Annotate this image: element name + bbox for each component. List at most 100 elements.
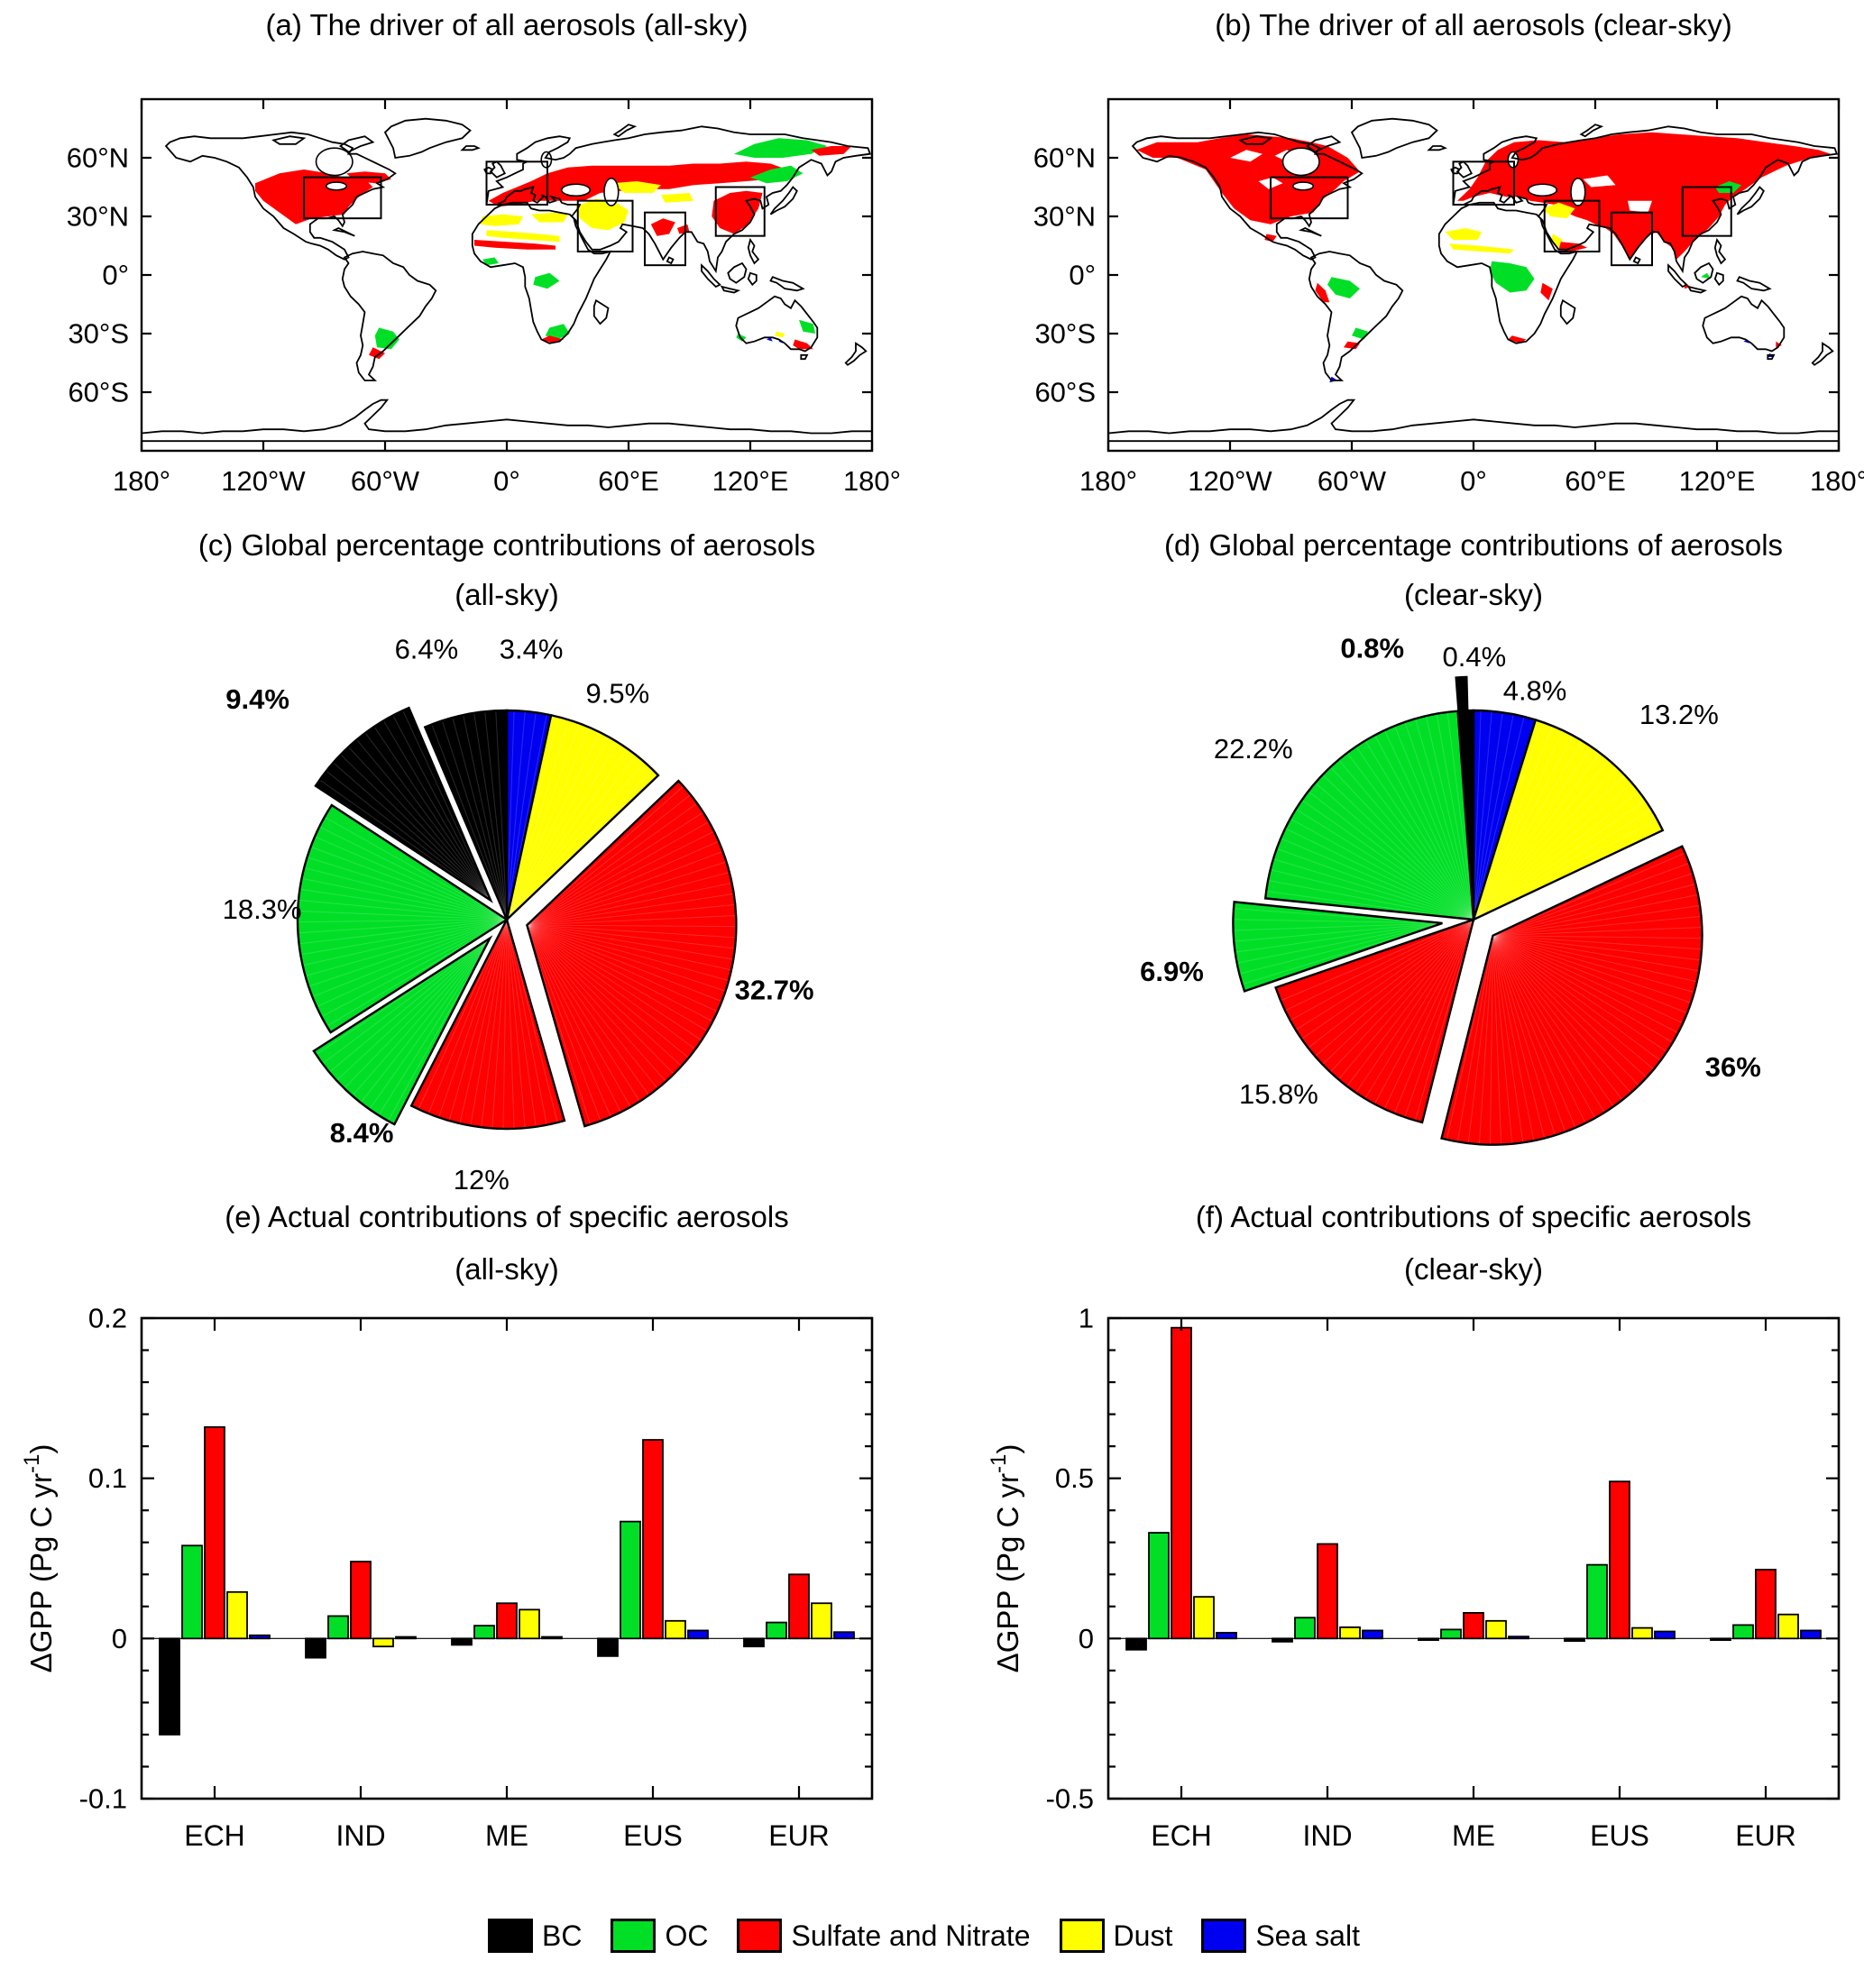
bar-EUS-dust: [1631, 1626, 1653, 1640]
map-canvas: [142, 117, 872, 443]
map-x-tick-label: 120°W: [1188, 465, 1272, 497]
pie-label: 32.7%: [735, 974, 814, 1005]
bar-IND-oc: [1294, 1617, 1316, 1640]
coastline: [485, 125, 872, 274]
bar-EUR-dust: [1777, 1613, 1799, 1640]
bar-EUS-sn: [642, 1439, 664, 1640]
panel-d-title: (d) Global percentage contributions of a…: [1163, 528, 1784, 562]
coastline: [592, 298, 610, 325]
panel-f-title: (f) Actual contributions of specific aer…: [1195, 1200, 1752, 1233]
map-x-tick-label: 60°W: [1318, 465, 1387, 497]
bar-x-category-label: ECH: [1151, 1819, 1212, 1852]
pie-slice-oc: [296, 803, 510, 1034]
region-box-ECH: [1681, 186, 1732, 237]
region-box-EUR: [485, 160, 548, 206]
coastline: [460, 145, 481, 151]
coastline: [383, 117, 472, 160]
bar-EUS-sea: [1654, 1630, 1676, 1640]
panel-f-subtitle: (clear-sky): [1404, 1252, 1543, 1286]
coastline: [1694, 261, 1714, 284]
coastline: [1736, 276, 1772, 292]
pie-slice-sn: [526, 779, 738, 1128]
map-overlay-white: [1230, 150, 1263, 162]
bar-y-tick-label: 0: [1079, 1623, 1094, 1654]
bar-ME-sn: [496, 1602, 518, 1640]
coastline: [1298, 226, 1322, 237]
map-overlay-oc: [1490, 261, 1535, 293]
map-x-tick-label: 180°: [1079, 465, 1137, 497]
bar-ME-dust: [519, 1608, 540, 1640]
bar-EUS-bc: [1564, 1637, 1585, 1643]
legend-label: OC: [665, 1919, 709, 1952]
bar-ME-oc: [1440, 1628, 1462, 1640]
coastline: [271, 135, 307, 145]
bar-y-axis-label: ΔGPP (Pg C yr-1): [987, 1444, 1024, 1673]
pie-slice-dust: [505, 713, 660, 923]
bar-EUR-sn: [788, 1573, 810, 1640]
pie-label: 9.5%: [585, 678, 649, 710]
coastline: [1686, 285, 1708, 294]
bar-y-tick-label: 0.1: [88, 1462, 127, 1494]
coastline: [612, 124, 638, 138]
map-overlay-dust: [1542, 202, 1575, 219]
region-box-ME: [1543, 199, 1601, 253]
bar-EUS-oc: [620, 1520, 641, 1640]
map-overlay-sn: [1315, 282, 1330, 303]
region-box-IND: [644, 211, 686, 267]
bar-ECH-sea: [1216, 1632, 1237, 1640]
map-overlay-white: [1628, 200, 1652, 213]
map-y-tick-label: 0°: [102, 260, 129, 291]
bar-EUR-sn: [1755, 1569, 1777, 1640]
map-overlay-oc: [734, 138, 828, 158]
bar-EUR-bc: [1710, 1637, 1731, 1642]
panel-b-title: (b) The driver of all aerosols (clear-sk…: [1215, 8, 1732, 41]
bar-ECH-sea: [249, 1634, 271, 1640]
map-all-sky: 180° 120°W 60°W 0° 60°E 120°E 180° 60°N 30°N 0° 30…: [67, 97, 901, 497]
map-x-tick-label: 60°W: [351, 465, 420, 497]
bar-x-category-label: EUS: [1590, 1819, 1649, 1852]
coastline: [701, 263, 721, 289]
map-overlay-dust: [612, 181, 661, 193]
map-overlay-oc: [545, 324, 570, 340]
pie-slice-oc: [1232, 901, 1443, 993]
bar-ECH-bc: [159, 1637, 180, 1736]
bar-IND-sn: [350, 1561, 372, 1640]
legend-label: Sulfate and Nitrate: [791, 1919, 1031, 1952]
bar-ME-dust: [1485, 1619, 1507, 1640]
map-overlay-sn: [1264, 234, 1277, 243]
coastline: [769, 186, 798, 215]
bar-x-category-label: ME: [1452, 1819, 1495, 1852]
pie-slice-oc: [1263, 710, 1475, 921]
panel-c-title: (c) Global percentage contributions of a…: [197, 528, 816, 562]
pie-label: 0.8%: [1340, 633, 1404, 664]
map-y-tick-label: 60°S: [1034, 377, 1096, 408]
bar-x-category-label: EUR: [768, 1819, 830, 1852]
legend-swatch-sea: [1201, 1919, 1247, 1953]
bar-y-tick-label: 0: [112, 1623, 127, 1654]
map-y-tick-label: 30°S: [68, 318, 129, 350]
legend-item-oc: OC: [611, 1919, 708, 1953]
bar-IND-oc: [327, 1615, 349, 1640]
coastline: [1108, 399, 1839, 443]
coastline: [471, 201, 612, 344]
coastline: [341, 251, 437, 381]
legend-item-bc: BC: [488, 1919, 582, 1953]
bar-y-tick-label: 1: [1079, 1303, 1094, 1334]
coastline: [1350, 117, 1438, 160]
map-x-tick-label: 120°E: [1679, 465, 1756, 497]
map-overlay-dust: [661, 193, 693, 203]
bar-EUR-dust: [811, 1602, 832, 1640]
coastline: [666, 256, 675, 265]
bar-EUS-oc: [1586, 1563, 1608, 1640]
pie-label: 0.4%: [1443, 641, 1507, 673]
coastline: [844, 342, 868, 366]
bar-IND-sea: [1362, 1629, 1383, 1640]
coastline: [1450, 166, 1461, 175]
pie-slice-bc: [1455, 675, 1474, 887]
coastline: [142, 399, 872, 443]
bar-EUS-sn: [1609, 1480, 1630, 1640]
map-y-tick-label: 30°N: [1033, 201, 1096, 233]
map-overlay-dust: [1550, 234, 1563, 248]
map-y-tick-label: 60°N: [67, 142, 129, 174]
